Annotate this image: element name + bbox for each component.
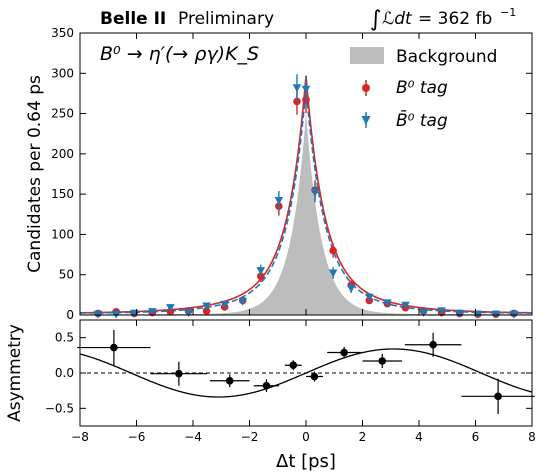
experiment-label: Belle II [100, 9, 166, 29]
luminosity-exponent: −1 [500, 6, 516, 19]
y-tick-label: 250 [51, 107, 74, 121]
asymmetry-data-points [77, 329, 535, 414]
legend: Background B⁰ tag B̄⁰ tag [350, 47, 497, 131]
b0bar-data-point [256, 267, 266, 276]
b0bar-data-point [238, 297, 248, 306]
y-tick-label: −0.5 [45, 401, 74, 415]
b0bar-data-point [401, 301, 410, 310]
bottom-panel: −0.5 0.0 0.5 −8 −6 −4 −2 0 2 4 6 8 Asymmetry Δt [p… [5, 319, 536, 472]
b0bar-data-point [455, 309, 464, 318]
bottom-x-axis: −8 −6 −4 −2 0 2 4 6 8 [71, 320, 536, 444]
process-text: B⁰ → η′(→ ργ)K_S [100, 43, 259, 65]
y-tick-label: 0.0 [55, 366, 74, 380]
x-tick-label: 8 [528, 430, 536, 444]
b0bar-data-point [274, 196, 284, 205]
legend-b0bar-marker [361, 116, 371, 125]
asymmetry-fit-curve [79, 348, 533, 398]
y-tick-label: 0 [66, 308, 74, 322]
background-histogram [80, 112, 532, 316]
asymmetry-data-point [494, 392, 502, 401]
b0bar-data-point [310, 188, 320, 197]
x-tick-label: −8 [71, 430, 89, 444]
y-tick-label: 300 [51, 66, 74, 80]
x-tick-label: 4 [415, 430, 423, 444]
b0-data-point [293, 97, 301, 106]
b0bar-data-point [292, 84, 302, 93]
b0bar-data-point [364, 293, 374, 302]
asymmetry-data-point [262, 381, 271, 390]
asymmetry-data-point [340, 348, 348, 357]
asymmetry-data-point [378, 357, 387, 365]
x-tick-label: 0 [302, 430, 310, 444]
bottom-x-axis-label: Δt [ps] [276, 451, 336, 472]
b0bar-data-point [419, 308, 428, 317]
top-panel: 0 50 100 150 200 250 300 350 B⁰ → η′(→ ργ)K_S B… [25, 26, 533, 322]
y-tick-label: 50 [59, 268, 74, 282]
b0bar-data-point [437, 307, 446, 316]
y-tick-label: 150 [51, 187, 74, 201]
y-tick-label: 350 [51, 26, 74, 40]
asymmetry-data-point [225, 376, 234, 385]
b0bar-data-point [301, 85, 311, 94]
top-x-axis [79, 33, 533, 315]
b0bar-data-point [166, 304, 175, 313]
asymmetry-data-point [289, 361, 298, 370]
legend-b0bar-label: B̄⁰ tag [396, 109, 448, 131]
y-tick-label: 100 [51, 227, 74, 241]
b0bar-data-point [383, 299, 392, 308]
x-tick-label: −4 [184, 430, 202, 444]
b0bar-data-point [220, 300, 229, 309]
top-y-axis: 0 50 100 150 200 250 300 350 [51, 26, 532, 322]
b0bar-data-point [346, 284, 356, 293]
status-label: Preliminary [178, 9, 274, 29]
x-tick-label: −6 [128, 430, 146, 444]
legend-b0-marker [362, 84, 370, 92]
b0bar-data-point [328, 269, 338, 278]
asymmetry-data-point [429, 340, 437, 349]
x-tick-label: 2 [359, 430, 367, 444]
b0bar-data-point [184, 308, 193, 317]
b0bar-data-point [148, 308, 157, 317]
b0-data-point [202, 307, 211, 315]
y-tick-label: 200 [51, 147, 74, 161]
b0bar-data-point [202, 302, 211, 311]
asymmetry-data-point [110, 343, 118, 352]
x-tick-label: 6 [472, 430, 480, 444]
asymmetry-data-point [175, 369, 183, 378]
process-label: B⁰ → η′(→ ργ)K_S [100, 43, 259, 65]
bottom-y-axis-label: Asymmetry [5, 324, 25, 422]
legend-b0-label: B⁰ tag [396, 78, 448, 98]
b0-data-point [329, 246, 337, 255]
legend-background-label: Background [396, 47, 497, 67]
asymmetry-data-point [310, 372, 319, 381]
bottom-y-axis: −0.5 0.0 0.5 [45, 331, 532, 415]
luminosity-variable: ℒdt [382, 9, 413, 29]
top-y-axis-label: Candidates per 0.64 ps [25, 75, 45, 273]
luminosity-value: = 362 fb [418, 9, 492, 29]
y-tick-label: 0.5 [55, 331, 74, 345]
x-tick-label: −2 [241, 430, 259, 444]
legend-background-swatch [350, 47, 384, 64]
luminosity-integral: ∫ [370, 7, 381, 32]
